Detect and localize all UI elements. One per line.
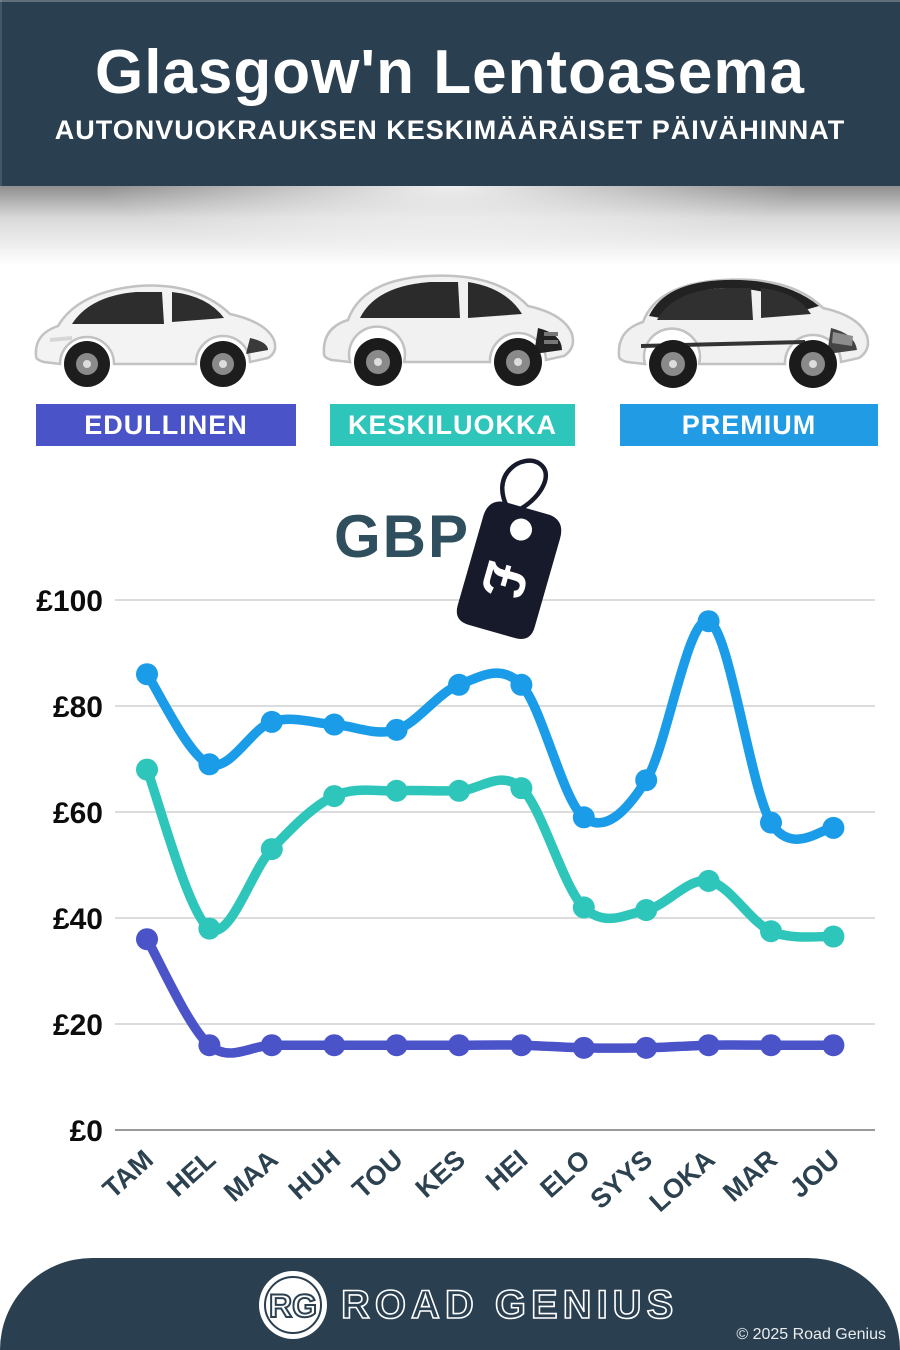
data-point (448, 779, 470, 802)
footer: RG ROAD GENIUS © 2025 Road Genius (0, 1258, 900, 1350)
data-point (760, 1034, 782, 1057)
data-point (136, 758, 158, 781)
data-point (510, 673, 533, 696)
x-axis-label: TAM (97, 1144, 159, 1204)
x-axis-label: JOU (784, 1144, 845, 1203)
data-point (260, 710, 283, 733)
data-point (697, 610, 720, 633)
data-point (510, 1034, 533, 1057)
data-point (260, 1034, 283, 1057)
data-point (198, 1034, 221, 1057)
data-point (760, 811, 782, 834)
category-label: KESKILUOKKA (347, 409, 557, 440)
price-tag-icon: £ (456, 458, 562, 640)
series-keskiluokka (136, 758, 845, 948)
data-point (572, 896, 595, 919)
data-point (635, 1036, 658, 1059)
x-axis-label: HEI (480, 1144, 534, 1196)
logo-initials: RG (269, 1288, 317, 1324)
economy-car-image (34, 284, 277, 387)
series-line (142, 764, 839, 942)
x-axis-label: MAR (717, 1144, 783, 1207)
series-line (142, 616, 839, 844)
x-axis-label: HUH (283, 1144, 347, 1205)
data-point (822, 925, 845, 948)
data-point (697, 1034, 720, 1057)
data-point (198, 753, 221, 776)
x-axis-label: KES (410, 1144, 471, 1203)
data-point (635, 769, 658, 792)
series-edullinen (136, 928, 845, 1059)
data-point (198, 917, 221, 940)
data-point (822, 816, 845, 839)
x-axis-label: HEL (161, 1144, 221, 1202)
data-point (697, 869, 720, 892)
data-point (822, 1034, 845, 1057)
data-point (136, 928, 158, 951)
data-point (323, 713, 346, 736)
road-genius-logo: RG ROAD GENIUS (259, 1271, 675, 1339)
data-point (635, 899, 658, 922)
data-point (385, 718, 408, 741)
y-axis-tick-label: £20 (53, 1009, 103, 1042)
series-line (142, 934, 839, 1058)
data-point (572, 1036, 595, 1059)
data-point (385, 1034, 408, 1057)
category-badge-economy: EDULLINEN (36, 404, 296, 446)
page-subtitle: AUTONVUOKRAUKSEN KESKIMÄÄRÄISET PÄIVÄHIN… (54, 115, 846, 146)
data-point (323, 1034, 346, 1057)
page-title: Glasgow'n Lentoasema (94, 37, 806, 107)
data-point (323, 785, 346, 808)
y-axis-tick-label: £60 (53, 797, 103, 830)
currency-block: GBP £ (330, 450, 590, 640)
data-point (448, 1034, 470, 1057)
data-point (260, 838, 283, 861)
y-axis-tick-label: £80 (53, 691, 103, 724)
x-axis-label: SYYS (585, 1144, 659, 1215)
category-badge-midsize: KESKILUOKKA (330, 404, 575, 446)
y-axis-tick-label: £40 (53, 903, 103, 936)
currency-label: GBP (334, 503, 471, 570)
logo-circle (259, 1271, 327, 1339)
series-premium (136, 610, 845, 844)
category-badge-premium: PREMIUM (620, 404, 878, 446)
x-axis-label: LOKA (644, 1144, 721, 1217)
data-point (448, 673, 470, 696)
category-label: PREMIUM (681, 409, 817, 440)
y-axis-tick-label: £0 (70, 1115, 103, 1148)
header: Glasgow'n Lentoasema AUTONVUOKRAUKSEN KE… (0, 0, 900, 186)
premium-car-image (617, 278, 870, 388)
data-point (572, 806, 595, 829)
x-axis-label: MAA (218, 1144, 284, 1207)
brand-name: ROAD GENIUS (341, 1283, 675, 1327)
y-axis-tick-label: £100 (36, 585, 103, 618)
data-point (760, 920, 782, 943)
midsize-car-image (322, 274, 575, 386)
header-shadow-highlight (0, 186, 900, 266)
data-point (385, 779, 408, 802)
data-point (510, 777, 533, 800)
x-axis-label: TOU (347, 1144, 409, 1204)
category-label: EDULLINEN (84, 409, 248, 440)
copyright-text: © 2025 Road Genius (736, 1326, 886, 1343)
data-point (136, 663, 158, 686)
